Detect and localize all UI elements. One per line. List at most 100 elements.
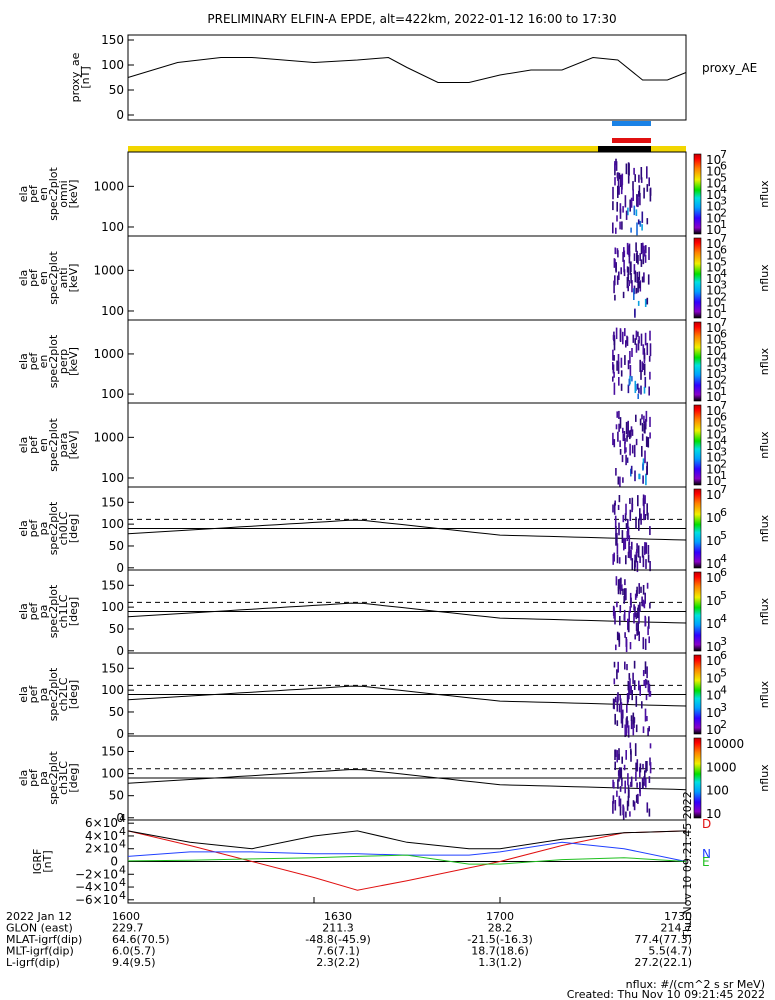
anti-spectrogram-pixel [640,259,643,267]
ch2LC-spectrogram-pixel [629,678,631,692]
perp-spectrogram-pixel [638,387,640,394]
panel-ch1LC: 150100500106105104103nfluxelapefpaspec2p… [17,566,771,658]
anti-cbar-label: nflux [758,264,771,292]
ch3LC-spectrogram-pixel [637,793,639,804]
footer-value: 77.4(77.3) [634,933,692,946]
igrf-legend-E: E [702,855,710,869]
footer-value: 7.6(7.1) [316,945,360,958]
perp-ylabel-line-1: pef [27,352,40,371]
ch3LC-spectrogram-pixel [624,780,626,794]
omni-spectrogram-pixel [640,167,643,180]
omni-spectrogram-pixel [639,220,642,227]
ch2LC-cbar-exp: 6 [720,649,727,662]
omni-spectrogram-pixel [638,174,640,183]
para-spectrogram-pixel [622,477,624,483]
perp-spectrogram-pixel [634,380,637,394]
para-spectrogram-pixel [646,466,648,476]
omni-cbar-exp: 3 [720,195,727,208]
anti-spectrogram-pixel [622,291,625,299]
perp-spectrogram-pixel [616,360,618,371]
omni-cbar-tick: 10 [706,211,721,225]
ch2LC-ytick-label: 150 [101,661,124,675]
ch1LC-spectrogram-pixel [644,592,646,604]
perp-cbar-tick: 10 [706,344,721,358]
para-spectrogram-pixel [625,454,627,466]
para-spectrogram-pixel [629,431,631,440]
ch0LC-ytick-label: 0 [116,561,124,575]
omni-spectrogram-pixel [614,161,616,170]
omni-spectrogram-pixel [649,188,652,202]
ch2LC-spectrogram-pixel [622,709,624,719]
ch2LC-spectrogram-pixel [627,680,630,691]
ch3LC-spectrogram-pixel [645,761,647,773]
anti-spectrogram-pixel [614,294,616,301]
perp-spectrogram-pixel [632,334,635,343]
ch0LC-spectrogram-pixel [639,508,641,521]
igrf-ytick-exp: 4 [119,863,126,876]
ch0LC-spectrogram-pixel [630,550,632,561]
ch3LC-spectrogram-pixel [625,750,627,760]
ch2LC-spectrogram-pixel [628,689,630,700]
ch3LC-spectrogram-pixel [633,801,636,811]
omni-spectrogram-pixel [646,218,649,225]
para-cbar-tick: 10 [706,439,721,453]
ch0LC-cbar-tick: 10 [706,488,721,502]
ch1LC-spectrogram-pixel [649,602,651,609]
omni-ylabel-line-4: omni [57,180,70,207]
ch1LC-ylabel-line-0: ela [17,603,30,620]
ch3LC-spectrogram-pixel [636,782,638,788]
perp-ylabel-line-4: perp [57,349,70,374]
ch0LC-spectrogram-pixel [618,495,621,503]
ch1LC-ylabel-line-4: ch1LC [57,594,70,628]
ch2LC-ylabel-line-4: ch2LC [57,677,70,711]
ch0LC-spectrogram-pixel [623,538,625,551]
anti-ytick-label: 100 [101,304,124,318]
perp-spectrogram-pixel [620,370,623,377]
ch3LC-spectrogram-pixel [645,778,647,788]
omni-cbar-exp: 4 [720,183,727,196]
omni-spectrogram-pixel [632,189,634,201]
para-spectrogram-pixel [630,465,633,474]
omni-cbar-label: nflux [758,180,771,208]
ch0LC-cbar-tick: 10 [706,511,721,525]
perp-spectrogram-pixel [612,376,614,382]
ch2LC-spectrogram-pixel [632,672,634,684]
ch2LC-spectrogram-pixel [632,724,635,736]
anti-spectrogram-pixel [645,245,647,254]
para-cbar-tick: 10 [706,451,721,465]
para-spectrogram-pixel [629,443,631,456]
orbit-phase-bar-yellow [128,146,686,152]
para-spectrogram-pixel [635,438,638,446]
perp-spectrogram-pixel [626,335,628,344]
ch1LC-spectrogram-pixel [624,579,626,586]
perp-spectrogram-pixel [617,354,620,365]
perp-spectrogram-pixel [613,382,616,395]
ch2LC-cbar-label: nflux [758,680,771,708]
anti-spectrogram-pixel [622,251,624,262]
ch0LC-spectrogram-pixel [625,555,627,565]
ch1LC-spectrogram-pixel [619,605,622,613]
omni-spectrogram-pixel [634,174,636,182]
perp-spectrogram-pixel [648,355,651,362]
ch3LC-spectrogram-pixel [649,762,652,774]
para-spectrogram-pixel [631,429,634,436]
ch2LC-spectrogram-pixel [646,716,648,722]
omni-spectrogram-pixel [637,198,639,208]
igrf-ylabel-line-0: IGRF [31,849,44,875]
omni-spectrogram-pixel [620,186,623,195]
ch3LC-spectrogram-pixel [620,767,623,780]
anti-spectrogram-pixel [635,242,637,252]
omni-spectrogram-pixel [646,184,649,192]
ch3LC-cbar-tick: 100 [706,784,729,798]
anti-cbar-exp: 2 [720,290,727,303]
ch1LC-spectrogram-pixel [635,622,638,631]
ch1LC-spectrogram-pixel [615,576,618,586]
para-spectrogram-pixel [642,464,644,471]
anti-spectrogram-pixel [614,275,616,286]
igrf-ytick-exp: 4 [119,838,126,851]
ch2LC-ytick-label: 0 [116,727,124,741]
perp-ylabel-line-5: [keV] [67,347,80,376]
ch1LC-spectrogram-pixel [648,616,650,629]
omni-spectrogram-pixel [624,195,627,208]
perp-cbar-exp: 5 [720,339,727,352]
